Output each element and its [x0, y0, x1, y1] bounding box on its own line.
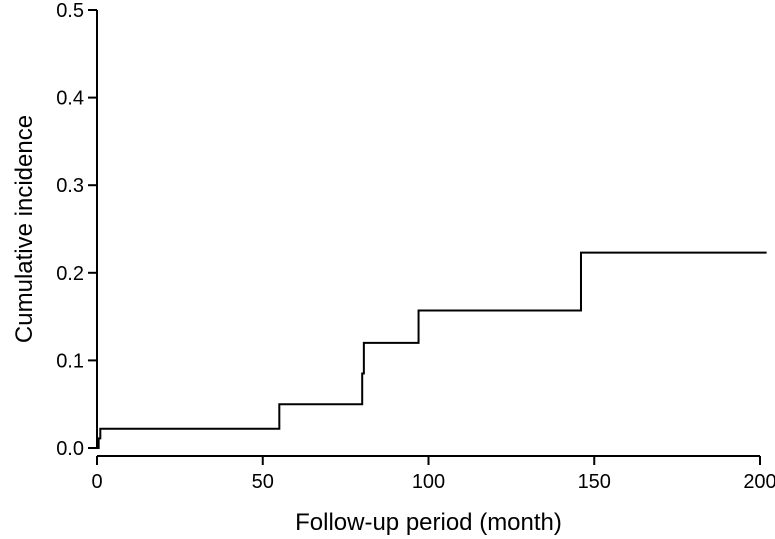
- y-tick-label: 0.1: [56, 350, 84, 372]
- x-tick-label: 150: [578, 471, 611, 493]
- plot-area: [97, 251, 767, 449]
- y-axis: 0.0 0.1 0.2 0.3 0.4 0.5: [56, 0, 98, 460]
- y-tick-label: 0.2: [56, 263, 84, 285]
- y-tick-label: 0.4: [56, 88, 84, 110]
- y-tick-label: 0.0: [56, 438, 84, 460]
- y-tick-label: 0.3: [56, 175, 84, 197]
- x-tick-label: 200: [743, 471, 775, 493]
- x-tick-label: 0: [91, 471, 102, 493]
- y-tick-label: 0.5: [56, 0, 84, 22]
- x-tick-label: 100: [412, 471, 445, 493]
- cumulative-incidence-step-line: [97, 251, 767, 449]
- y-axis-title: Cumulative incidence: [11, 115, 38, 343]
- x-axis: 0 50 100 150 200: [91, 455, 775, 493]
- x-tick-label: 50: [252, 471, 274, 493]
- x-axis-title: Follow-up period (month): [295, 509, 562, 536]
